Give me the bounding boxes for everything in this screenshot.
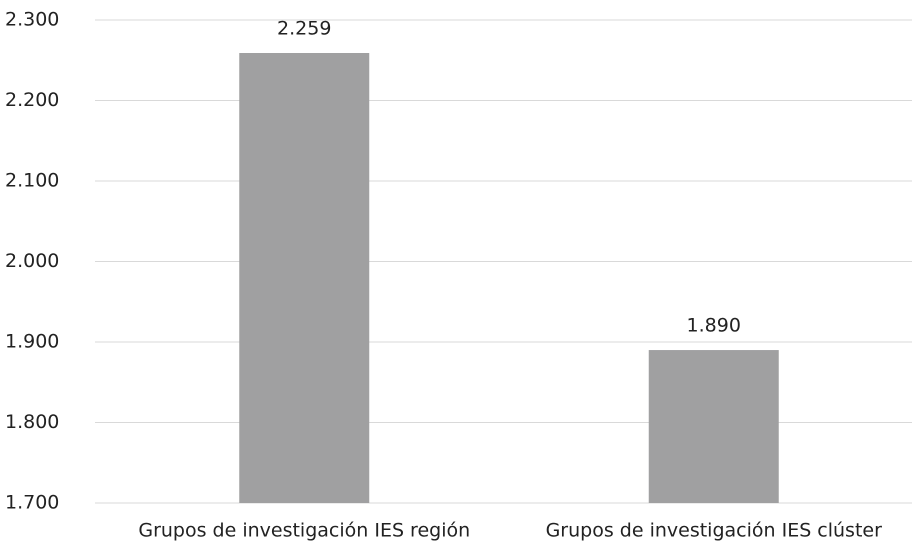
value-label: 2.259 <box>277 18 331 40</box>
y-tick-label: 1.800 <box>5 411 59 433</box>
y-tick-label: 2.200 <box>5 89 59 111</box>
bar <box>239 53 370 503</box>
y-tick-label: 2.000 <box>5 250 59 272</box>
bar <box>648 350 779 503</box>
x-tick-label: Grupos de investigación IES región <box>138 520 470 542</box>
y-tick-label: 1.900 <box>5 331 59 353</box>
y-tick-label: 2.300 <box>5 9 59 31</box>
y-tick-label: 1.700 <box>5 492 59 514</box>
y-tick-label: 2.100 <box>5 170 59 192</box>
value-label: 1.890 <box>687 315 741 337</box>
x-tick-label: Grupos de investigación IES clúster <box>546 520 883 542</box>
